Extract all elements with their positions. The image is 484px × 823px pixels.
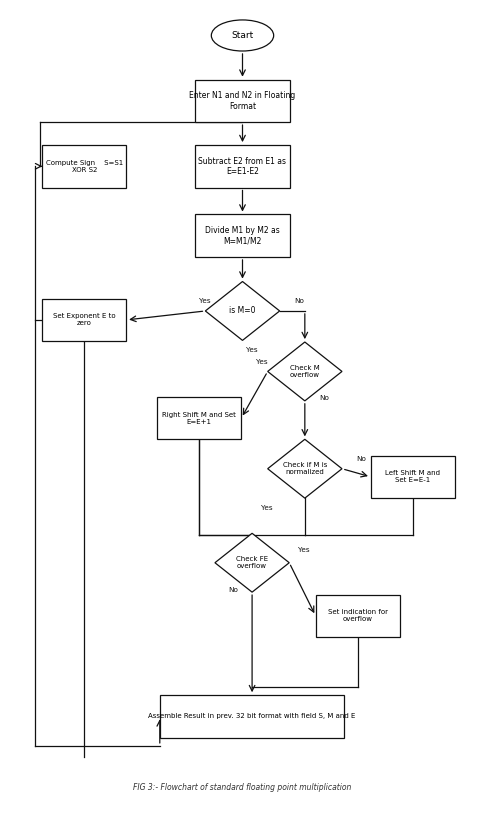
Text: No: No [227,587,237,593]
Text: Set indication for
overflow: Set indication for overflow [327,609,387,622]
Text: FIG 3:- Flowchart of standard floating point multiplication: FIG 3:- Flowchart of standard floating p… [133,783,351,792]
Text: Right Shift M and Set
E=E+1: Right Shift M and Set E=E+1 [162,412,236,425]
FancyBboxPatch shape [157,397,241,439]
Text: No: No [293,298,303,305]
FancyBboxPatch shape [370,456,454,498]
FancyBboxPatch shape [194,145,290,188]
Text: is M=0: is M=0 [229,306,255,315]
Text: Yes: Yes [198,298,210,305]
FancyBboxPatch shape [194,80,290,122]
Text: Enter N1 and N2 in Floating
Format: Enter N1 and N2 in Floating Format [189,91,295,110]
Text: Set Exponent E to
zero: Set Exponent E to zero [53,314,115,327]
Text: Yes: Yes [297,547,309,553]
Text: Check if M is
normalized: Check if M is normalized [282,463,326,475]
FancyBboxPatch shape [42,145,126,188]
FancyBboxPatch shape [42,299,126,342]
Polygon shape [267,342,341,401]
Text: Yes: Yes [261,505,272,511]
Text: Compute Sign    S=S1
XOR S2: Compute Sign S=S1 XOR S2 [45,160,122,173]
Text: Assemble Result in prev. 32 bit format with field S, M and E: Assemble Result in prev. 32 bit format w… [148,714,355,719]
Ellipse shape [211,20,273,51]
Text: Check M
overflow: Check M overflow [289,365,319,378]
Text: Divide M1 by M2 as
M=M1/M2: Divide M1 by M2 as M=M1/M2 [205,226,279,245]
Polygon shape [205,281,279,341]
Text: Start: Start [231,31,253,40]
FancyBboxPatch shape [194,215,290,257]
Text: Yes: Yes [256,359,268,365]
FancyBboxPatch shape [159,695,344,737]
Text: Yes: Yes [246,347,257,353]
Text: Subtract E2 from E1 as
E=E1-E2: Subtract E2 from E1 as E=E1-E2 [198,156,286,176]
Polygon shape [214,533,288,593]
Text: No: No [355,456,365,462]
FancyBboxPatch shape [315,594,399,637]
Polygon shape [267,439,341,498]
Text: Left Shift M and
Set E=E-1: Left Shift M and Set E=E-1 [384,471,439,483]
Text: No: No [318,395,328,402]
Text: Check FE
overflow: Check FE overflow [236,556,268,570]
